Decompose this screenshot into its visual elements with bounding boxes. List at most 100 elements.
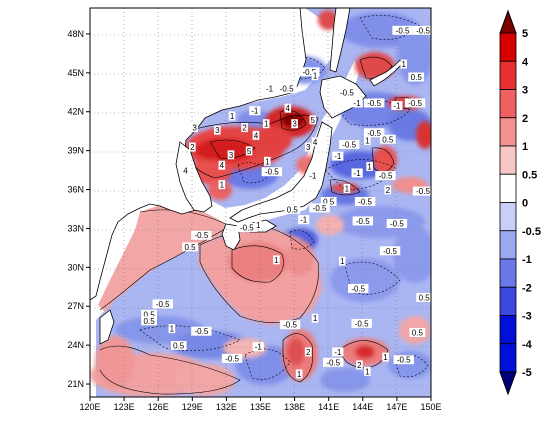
contour-label-bg: [291, 119, 298, 129]
contour-label-bg: [386, 219, 408, 229]
contour-label: 3: [306, 143, 311, 152]
lat-tick-label: 33N: [67, 223, 84, 233]
contour-label: 0.5: [144, 317, 156, 326]
contour-label-bg: [307, 171, 319, 181]
contour-label-bg: [284, 103, 292, 113]
contour-label: -1: [266, 85, 274, 94]
colorbar-box: [499, 286, 517, 316]
graticule: [90, 8, 431, 397]
lon-tick-label: 150E: [420, 402, 441, 412]
contour-label: -0.5: [416, 187, 430, 196]
lat-tick-label: 48N: [67, 29, 84, 39]
contour-label: -0.5: [356, 217, 370, 226]
contour-label: 0.5: [323, 198, 335, 207]
lat-tick-label: 45N: [67, 68, 84, 78]
colorbar-box: [499, 89, 517, 119]
contour-label-bg: [311, 313, 319, 323]
contour-label-bg: [236, 222, 258, 232]
contour-label-bg: [320, 197, 337, 206]
latitude-axis: 21N 24N 27N 30N 33N 36N 39N 42N 45N 48N: [67, 29, 90, 389]
contour-label: -1: [354, 99, 362, 108]
contour-label: 4: [254, 131, 259, 140]
colorbar-top-arrow: [499, 9, 517, 34]
contour-label: 2: [306, 348, 311, 357]
contour-label-bg: [379, 134, 396, 144]
contour-label: 2: [190, 143, 195, 152]
lon-tick-label: 120E: [79, 402, 100, 412]
contour-label-bg: [412, 186, 431, 196]
contour-label: -1: [393, 102, 401, 111]
contour-label: -0.5: [351, 284, 365, 293]
korean-peninsula: [175, 141, 213, 213]
contour-label-bg: [384, 185, 392, 195]
colorbar-label: -5: [522, 367, 532, 379]
colorbar-label: 1: [522, 141, 528, 153]
contour-label-bg: [363, 128, 385, 138]
contour-label: 4: [286, 104, 291, 113]
colorbar-box: [499, 173, 517, 203]
contour-label: 1: [401, 60, 406, 69]
colorbar-box: [499, 343, 517, 373]
contour-label: 1: [313, 72, 318, 81]
lat-tick-label: 21N: [67, 379, 84, 389]
contour-label-bg: [168, 324, 176, 334]
lon-tick-label: 147E: [386, 402, 407, 412]
contour-label-bg: [191, 230, 212, 240]
contour-label-bg: [191, 123, 198, 133]
contour-label: 1: [256, 221, 261, 230]
lon-tick-label: 129E: [182, 402, 203, 412]
contour-label-bg: [170, 340, 187, 350]
contour-label-bg: [182, 242, 198, 252]
contour-label: -1: [300, 216, 308, 225]
contour-label: -0.5: [302, 68, 316, 77]
contour-label: -0.5: [265, 168, 279, 177]
contour-label-bg: [311, 71, 319, 81]
contour-label: 1: [265, 157, 270, 166]
contour-label: -0.5: [156, 300, 170, 309]
contour-label-bg: [218, 180, 226, 190]
contour-label: 4: [220, 161, 225, 170]
sakhalin-island: [329, 8, 351, 73]
contour-label-bg: [332, 151, 344, 161]
contour-label-bg: [379, 246, 401, 256]
contour-label: 3: [215, 126, 220, 135]
contour-label: -1: [354, 169, 362, 178]
lat-tick-label: 24N: [67, 340, 84, 350]
contour-label-bg: [391, 101, 403, 111]
contour-label: 1: [365, 137, 370, 146]
contour-label-bg: [304, 347, 312, 357]
lat-tick-label: 42N: [67, 107, 84, 117]
contour-label-bg: [279, 320, 301, 330]
contour-label-bg: [323, 357, 344, 367]
colorbar-box: [499, 258, 517, 288]
lat-tick-label: 30N: [67, 262, 84, 272]
taiwan-island: [99, 309, 115, 345]
contour-label: -0.5: [225, 354, 239, 363]
contour-label-bg: [262, 119, 270, 129]
contour-label-bg: [363, 98, 385, 108]
contour-label-bg: [404, 98, 426, 108]
contour-label-bg: [393, 355, 414, 365]
contour-label: 0.5: [411, 73, 423, 82]
contour-label: 0.5: [382, 135, 394, 144]
contour-label: -0.5: [340, 89, 354, 98]
contour-label-bg: [141, 309, 158, 319]
contour-label: -0.5: [367, 99, 381, 108]
contour-label-bg: [189, 142, 196, 152]
contour-label: 1: [313, 314, 318, 323]
contour-label-bg: [351, 168, 363, 178]
contour-label-bg: [295, 369, 303, 379]
contour-label: -0.5: [194, 327, 208, 336]
contour-label-bg: [264, 156, 271, 166]
contour-label: -0.5: [355, 319, 369, 328]
contour-label: 1: [274, 256, 279, 265]
lon-tick-label: 144E: [352, 402, 373, 412]
colorbar-bottom-arrow: [499, 371, 517, 396]
contour-label-bg: [249, 106, 261, 116]
contour-label-bg: [141, 316, 158, 326]
contour-label: 3: [192, 124, 197, 133]
contour-label-bg: [221, 353, 243, 363]
contour-label-bg: [299, 67, 320, 77]
contour-label: -0.5: [358, 198, 372, 207]
contour-label-bg: [366, 161, 373, 171]
